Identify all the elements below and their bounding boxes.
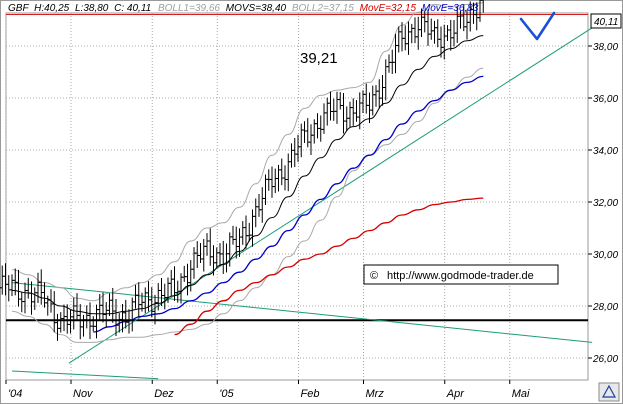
copyright-box <box>363 264 559 285</box>
last-price-tag: 40,11 <box>594 17 618 28</box>
legend-move-blue: MovE=36,83 <box>422 3 479 14</box>
x-tick-label: Mrz <box>366 388 385 400</box>
y-tick-label: 32,00 <box>593 198 618 209</box>
level-annotation: 39,21 <box>300 50 338 67</box>
y-tick-label: 38,00 <box>593 42 618 53</box>
legend-movs: MOVS=38,40 <box>226 3 287 14</box>
legend-high: H:40,25 <box>34 3 69 14</box>
trend-lines <box>11 27 593 380</box>
x-tick-label: '05 <box>219 388 234 400</box>
x-tick-label: Mai <box>512 388 530 400</box>
boll1-band <box>11 2 484 302</box>
legend-move-red: MovE=32,15 <box>360 3 417 14</box>
x-tick-label: Feb <box>301 388 320 400</box>
x-tick-label: '04 <box>8 388 22 400</box>
x-tick-label: Apr <box>446 388 465 400</box>
movs-line <box>11 35 484 315</box>
y-tick-label: 36,00 <box>593 94 618 105</box>
legend-boll2: BOLL2=37,15 <box>292 3 354 14</box>
legend-low: L:38,80 <box>75 3 109 14</box>
trend-line <box>11 370 159 380</box>
y-tick-label: 26,00 <box>592 354 618 365</box>
trend-line <box>11 282 593 343</box>
legend-symbol: GBF <box>8 3 29 14</box>
x-tick-label: Nov <box>73 388 94 400</box>
last-price-tag-box <box>590 13 622 29</box>
boll2-band <box>11 67 484 343</box>
check-mark-icon <box>519 11 556 41</box>
grid-lines <box>5 13 588 380</box>
trend-line <box>68 27 593 364</box>
copyright-symbol: © <box>370 270 378 282</box>
y-tick-label: 28,00 <box>592 302 618 313</box>
y-axis-labels: 26,00 28,00 30,00 32,00 34,00 36,00 38,00 <box>588 42 618 365</box>
legend-close: C: 40,11 <box>114 3 151 14</box>
scroll-right-icon[interactable] <box>598 382 620 402</box>
chart-legend: GBF H:40,25 L:38,80 C: 40,11 BOLL1=39,66… <box>8 3 479 14</box>
move-blue-line <box>93 75 484 333</box>
y-tick-label: 34,00 <box>593 146 618 157</box>
move-red-line <box>174 197 484 336</box>
y-tick-label: 30,00 <box>593 250 618 261</box>
copyright-url[interactable]: http://www.godmode-trader.de <box>387 270 534 282</box>
legend-boll1: BOLL1=39,66 <box>158 3 220 14</box>
price-bars <box>0 0 484 341</box>
x-axis-labels: '04 Nov Dez '05 Feb Mrz Apr Mai <box>5 380 530 400</box>
x-tick-label: Dez <box>154 388 174 400</box>
